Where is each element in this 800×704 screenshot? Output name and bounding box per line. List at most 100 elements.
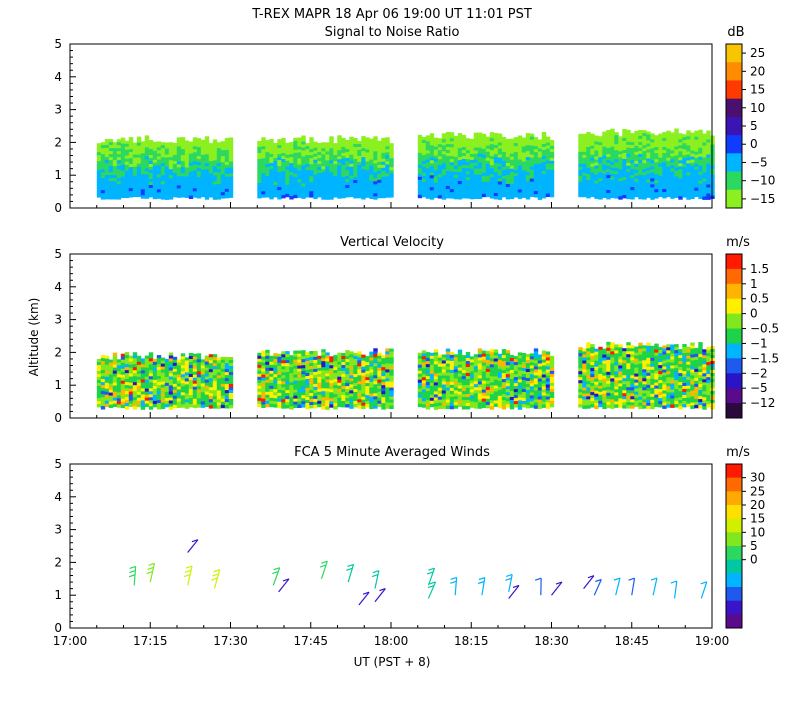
heatmap-cell	[97, 146, 101, 149]
heatmap-cell	[542, 159, 546, 162]
heatmap-cell	[522, 383, 526, 386]
heatmap-cell	[305, 179, 309, 182]
heatmap-cell	[137, 167, 141, 170]
heatmap-cell	[594, 361, 598, 364]
heatmap-cell	[638, 142, 642, 145]
heatmap-cell	[357, 183, 361, 186]
heatmap-cell	[606, 405, 610, 408]
heatmap-cell	[578, 191, 582, 194]
heatmap-cell	[466, 189, 470, 192]
heatmap-cell	[454, 193, 458, 196]
heatmap-cell	[141, 168, 145, 171]
heatmap-cell	[430, 365, 434, 368]
heatmap-cell	[598, 136, 602, 139]
heatmap-cell	[526, 378, 530, 381]
heatmap-cell	[586, 177, 590, 180]
heatmap-cell	[518, 406, 522, 409]
heatmap-cell	[682, 188, 686, 191]
heatmap-cell	[149, 394, 153, 397]
colorbar-swatch	[726, 44, 742, 63]
heatmap-cell	[602, 183, 606, 186]
heatmap-cell	[333, 394, 337, 397]
heatmap-cell	[121, 165, 125, 168]
heatmap-cell	[313, 381, 317, 384]
heatmap-cell	[265, 374, 269, 377]
heatmap-cell	[281, 399, 285, 402]
heatmap-cell	[506, 377, 510, 380]
heatmap-cell	[582, 152, 586, 155]
heatmap-cell	[313, 402, 317, 405]
heatmap-cell	[526, 360, 530, 363]
heatmap-cell	[474, 154, 478, 157]
heatmap-cell	[181, 398, 185, 401]
heatmap-cell	[349, 360, 353, 363]
heatmap-cell	[582, 361, 586, 364]
heatmap-cell	[225, 165, 229, 168]
heatmap-cell	[121, 159, 125, 162]
heatmap-cell	[642, 142, 646, 145]
heatmap-cell	[526, 154, 530, 157]
heatmap-cell	[706, 191, 710, 194]
heatmap-cell	[542, 381, 546, 384]
heatmap-cell	[482, 393, 486, 396]
heatmap-cell	[389, 176, 393, 179]
heatmap-cell	[486, 405, 490, 408]
heatmap-cell	[522, 186, 526, 189]
heatmap-cell	[317, 185, 321, 188]
heatmap-cell	[333, 361, 337, 364]
heatmap-cell	[229, 165, 233, 168]
heatmap-cell	[369, 379, 373, 382]
heatmap-cell	[630, 193, 634, 196]
heatmap-cell	[618, 350, 622, 353]
heatmap-cell	[586, 144, 590, 147]
heatmap-cell	[173, 185, 177, 188]
heatmap-cell	[285, 375, 289, 378]
heatmap-cell	[341, 368, 345, 371]
heatmap-cell	[377, 192, 381, 195]
heatmap-cell	[113, 353, 117, 356]
heatmap-cell	[197, 383, 201, 386]
heatmap-cell	[506, 386, 510, 389]
heatmap-cell	[321, 349, 325, 352]
heatmap-cell	[281, 147, 285, 150]
heatmap-cell	[261, 140, 265, 143]
colorbar-tick-label: −10	[750, 174, 775, 188]
heatmap-cell	[197, 359, 201, 362]
heatmap-cell	[502, 379, 506, 382]
heatmap-cell	[209, 360, 213, 363]
heatmap-cell	[610, 183, 614, 186]
heatmap-cell	[466, 382, 470, 385]
heatmap-cell	[105, 362, 109, 365]
heatmap-cell	[510, 139, 514, 142]
heatmap-cell	[353, 174, 357, 177]
heatmap-cell	[518, 382, 522, 385]
heatmap-cell	[101, 397, 105, 400]
heatmap-cell	[458, 350, 462, 353]
heatmap-cell	[602, 385, 606, 388]
heatmap-cell	[514, 392, 518, 395]
heatmap-cell	[522, 153, 526, 156]
heatmap-cell	[514, 179, 518, 182]
heatmap-cell	[546, 194, 550, 197]
heatmap-cell	[129, 170, 133, 173]
heatmap-cell	[101, 367, 105, 370]
heatmap-cell	[522, 368, 526, 371]
heatmap-cell	[654, 174, 658, 177]
heatmap-cell	[365, 398, 369, 401]
heatmap-cell	[217, 369, 221, 372]
heatmap-cell	[345, 365, 349, 368]
heatmap-cell	[137, 161, 141, 164]
heatmap-cell	[209, 372, 213, 375]
heatmap-cell	[309, 173, 313, 176]
heatmap-cell	[598, 359, 602, 362]
heatmap-cell	[678, 166, 682, 169]
heatmap-cell	[161, 151, 165, 154]
heatmap-cell	[466, 195, 470, 198]
heatmap-cell	[582, 140, 586, 143]
heatmap-cell	[369, 193, 373, 196]
heatmap-cell	[626, 375, 630, 378]
heatmap-cell	[666, 134, 670, 137]
heatmap-cell	[377, 153, 381, 156]
heatmap-cell	[137, 398, 141, 401]
heatmap-cell	[145, 401, 149, 404]
